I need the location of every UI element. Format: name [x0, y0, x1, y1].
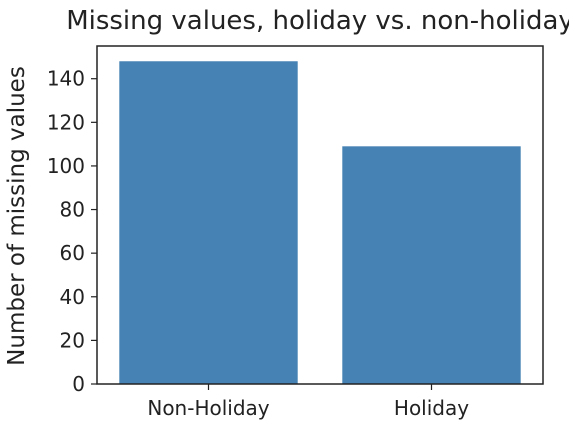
bar-non-holiday: [119, 61, 298, 384]
y-tick-label: 60: [60, 241, 85, 265]
y-tick-label: 140: [47, 67, 85, 91]
bar-holiday: [342, 146, 521, 384]
bars-group: [119, 61, 521, 384]
y-tick-label: 100: [47, 154, 85, 178]
y-tick-label: 0: [72, 372, 85, 396]
y-tick-label: 20: [60, 328, 85, 352]
chart-title: Missing values, holiday vs. non-holiday: [66, 6, 569, 36]
x-tick-label: Non-Holiday: [147, 396, 269, 420]
y-axis-label: Number of missing values: [4, 66, 30, 366]
plot-frame: [96, 45, 544, 385]
y-tick-label: 40: [60, 285, 85, 309]
x-tick-label: Holiday: [394, 396, 469, 420]
y-tick-label: 80: [60, 198, 85, 222]
y-tick-label: 120: [47, 110, 85, 134]
x-axis-ticks: Non-Holiday Holiday: [147, 384, 469, 420]
y-axis-ticks: 0 20 40 60 80 100 120 140: [47, 67, 97, 396]
